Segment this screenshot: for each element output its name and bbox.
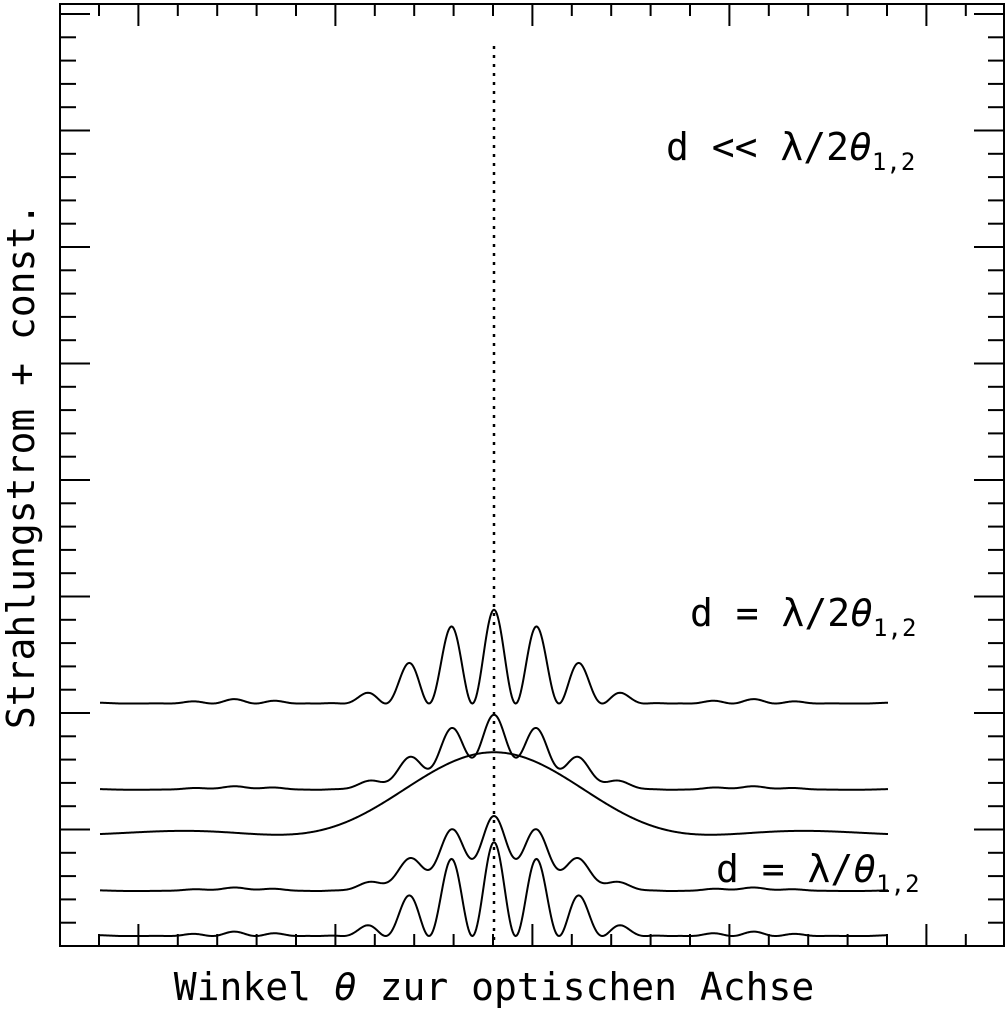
series-curve-3 bbox=[99, 751, 889, 836]
series-curve-1 bbox=[100, 608, 888, 705]
axis-ticks bbox=[60, 4, 1004, 946]
annotation-half-lambda: d = λ/2θ1,2 bbox=[690, 591, 916, 642]
intensity-curves bbox=[99, 608, 889, 938]
series-curve-5 bbox=[100, 841, 888, 938]
annotation-small-d: d << λ/2θ1,2 bbox=[666, 125, 915, 176]
x-axis-label: Winkel θ zur optischen Achse bbox=[174, 965, 815, 1009]
annotation-full-lambda: d = λ/θ1,2 bbox=[716, 847, 920, 898]
series-curve-4 bbox=[99, 814, 889, 892]
series-curve-2 bbox=[99, 713, 889, 791]
y-axis-label: Strahlungstrom + const. bbox=[0, 203, 43, 729]
